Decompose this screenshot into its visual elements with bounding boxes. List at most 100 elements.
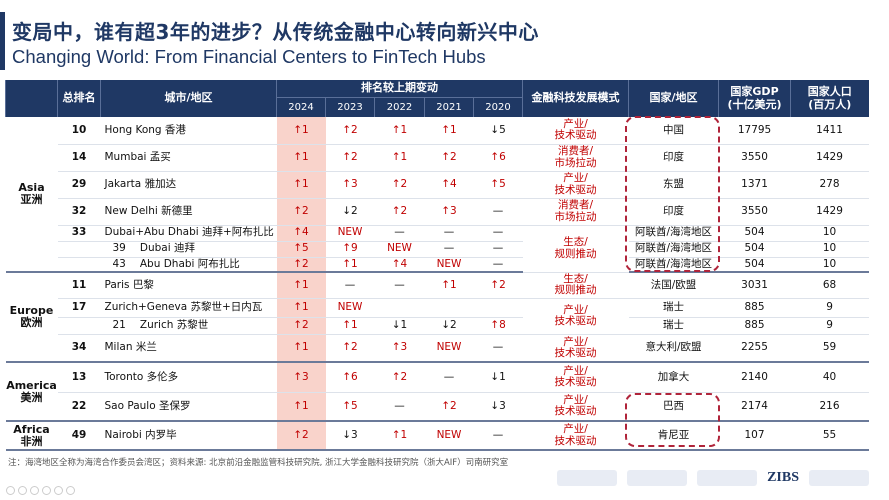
partner-logos: ZIBS: [557, 470, 869, 486]
country-cell: 印度: [628, 144, 719, 172]
city-name: Mumbai 孟买: [104, 150, 171, 163]
rank-change-2023: ↑2: [325, 117, 375, 145]
city-name: Zurich+Geneva 苏黎世+日内瓦: [104, 300, 263, 313]
page-subtitle: Changing World: From Financial Centers t…: [12, 46, 486, 67]
rank-change-2022: ↑1: [374, 117, 425, 145]
rank-change-2022: ↑2: [374, 198, 425, 226]
rank-change-2024: ↑1: [276, 272, 326, 299]
city-cell: 43 Abu Dhabi 阿布扎比: [100, 257, 277, 273]
rank-change-2022: —: [374, 272, 425, 299]
country-cell: 巴西: [628, 392, 719, 422]
city-name: Paris 巴黎: [104, 278, 154, 291]
rank-change-2024: ↑1: [276, 171, 326, 199]
rank-change-2022: ↑1: [374, 421, 425, 451]
gdp-cell: 885: [718, 317, 791, 335]
rank-change-2023: ↑9: [325, 241, 375, 258]
country-cell: 阿联酋/海湾地区: [628, 241, 719, 258]
city-cell: Zurich+Geneva 苏黎世+日内瓦: [100, 298, 277, 318]
rank-change-2020: ↑8: [473, 317, 523, 335]
rank-change-2023: ↑1: [325, 317, 375, 335]
country-cell: 瑞士: [628, 317, 719, 335]
highlight-box-emerging: [625, 393, 720, 447]
gdp-cell: 885: [718, 298, 791, 318]
rank-change-2024: ↑1: [276, 117, 326, 145]
gdp-cell: 2255: [718, 334, 791, 363]
rank-change-2024: ↑5: [276, 241, 326, 258]
rank-change-2023: ↑5: [325, 392, 375, 422]
region-label: Europe 欧洲: [5, 272, 58, 363]
city-name: Jakarta 雅加达: [104, 177, 177, 190]
table-row: 32 New Delhi 新德里 ↑2 ↓2 ↑2 ↑3— 消费者/ 市场拉动 印度 3550 1…: [6, 198, 869, 226]
fintech-mode: 产业/ 技术驱动: [522, 171, 629, 199]
rank-change-2022: ↑1: [374, 144, 425, 172]
sub-rank: 21: [112, 318, 126, 331]
footnote: 注：海湾地区全称为海湾合作委员会湾区；资料来源: 北京前沿金融监管科技研究院, …: [8, 458, 509, 468]
fintech-mode: 消费者/ 市场拉动: [522, 198, 629, 226]
country-cell: 东盟: [628, 171, 719, 199]
fintech-mode: 生态/ 规则推动: [522, 272, 629, 299]
country-cell: 加拿大: [628, 362, 719, 393]
rank-change-2021: ↓2: [424, 317, 474, 335]
rank-change-2023: ↓3: [325, 421, 375, 451]
rank-change-2021: NEW: [424, 257, 474, 273]
rank-change-2023: NEW: [325, 225, 375, 242]
population-cell: 55: [790, 421, 869, 451]
rank-cell: 10: [57, 117, 101, 145]
city-name: Milan 米兰: [104, 341, 157, 354]
highlight-box-asia: [625, 116, 720, 272]
gdp-cell: 504: [718, 241, 791, 258]
rank-change-2023: ↓2: [325, 198, 375, 226]
table-row: 33 Dubai+Abu Dhabi 迪拜+阿布扎比 ↑4 NEW — — — 生态/ 规则推…: [6, 225, 869, 273]
city-cell: Dubai+Abu Dhabi 迪拜+阿布扎比: [100, 225, 277, 242]
population-cell: 9: [790, 298, 869, 318]
rank-change-2022: ↑4: [374, 257, 425, 273]
region-label: Africa 非洲: [5, 421, 58, 451]
city-name: Hong Kong 香港: [104, 123, 186, 136]
population-cell: 216: [790, 392, 869, 422]
rank-cell: 34: [57, 334, 101, 363]
gdp-cell: 1371: [718, 171, 791, 199]
city-cell: Toronto 多伦多: [100, 362, 277, 393]
rank-change-2020: ↓1: [473, 362, 523, 393]
logo-zibs: ZIBS: [767, 470, 799, 485]
rank-change-2021: ↑4: [424, 171, 474, 199]
table-row: Asia 亚洲 10 Hong Kong 香港 ↑1 ↑2 ↑1 ↑1 ↓5 产业/ 技术驱动中…: [5, 117, 869, 273]
city-name: Dubai+Abu Dhabi 迪拜+阿布扎比: [104, 226, 274, 239]
rank-change-2024: ↑2: [276, 421, 326, 451]
rank-cell: [57, 257, 101, 273]
rank-change-2021: —: [424, 225, 474, 242]
header-region: [5, 80, 58, 117]
table-row: 22 Sao Paulo 圣保罗 ↑1 ↑5— ↑2 ↓3 产业/ 技术驱动 巴西 2174 21…: [6, 392, 869, 422]
sub-rank: 43: [112, 257, 126, 270]
rank-change-2024: ↑2: [276, 198, 326, 226]
header-change: 排名较上期变动: [275, 80, 523, 97]
city-name: Zurich 苏黎世: [139, 318, 209, 331]
page-title: 变局中，谁有超3年的进步？从传统金融中心转向新兴中心: [12, 20, 539, 44]
fintech-mode: 产业/ 技术驱动: [522, 421, 629, 451]
city-cell: New Delhi 新德里: [100, 198, 277, 226]
header-country: 国家/地区: [628, 80, 719, 117]
gdp-cell: 2174: [718, 392, 791, 422]
rank-change-2021: ↑1: [424, 117, 474, 145]
gdp-cell: 504: [718, 257, 791, 273]
rank-change-2020: ↑2: [473, 272, 523, 299]
city-cell: Hong Kong 香港: [100, 117, 277, 145]
rank-change-2024: ↑2: [276, 257, 326, 273]
country-cell: 阿联酋/海湾地区: [628, 225, 719, 242]
city-name: Dubai 迪拜: [139, 242, 195, 255]
rank-change-2022: ↓1: [374, 317, 425, 335]
population-cell: 1429: [790, 198, 869, 226]
population-cell: 40: [790, 362, 869, 393]
header-gdp: 国家GDP (十亿美元): [718, 80, 791, 117]
ranking-table: 总排名 城市/地区 排名较上期变动 金融科技发展模式 国家/地区 国家GDP (…: [5, 80, 869, 451]
rank-change-2023: ↑6: [325, 362, 375, 393]
city-name: New Delhi 新德里: [104, 204, 193, 217]
rank-change-2023: ↑2: [325, 144, 375, 172]
rank-change-2024: ↑2: [276, 317, 326, 335]
population-cell: 10: [790, 225, 869, 242]
population-cell: 10: [790, 257, 869, 273]
rank-change-2020: —: [473, 257, 523, 273]
city-cell: Mumbai 孟买: [100, 144, 277, 172]
header-population: 国家人口 (百万人): [790, 80, 869, 117]
table-row: 29 Jakarta 雅加达 ↑1 ↑3 ↑2 ↑4 ↑5 产业/ 技术驱动 东盟 1371 278: [6, 171, 869, 199]
